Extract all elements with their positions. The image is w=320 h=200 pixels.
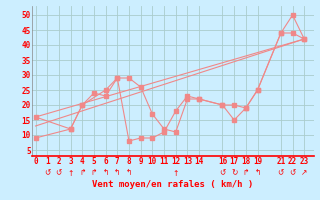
Text: ↺: ↺	[278, 168, 284, 178]
Text: ↱: ↱	[79, 168, 85, 178]
Text: ↰: ↰	[254, 168, 261, 178]
Text: ↰: ↰	[102, 168, 109, 178]
Text: ↺: ↺	[44, 168, 50, 178]
Text: ↻: ↻	[231, 168, 237, 178]
Text: ↺: ↺	[56, 168, 62, 178]
Text: ↰: ↰	[114, 168, 121, 178]
Text: ↑: ↑	[68, 168, 74, 178]
Text: ↑: ↑	[172, 168, 179, 178]
Text: ↺: ↺	[219, 168, 226, 178]
Text: ↱: ↱	[243, 168, 249, 178]
X-axis label: Vent moyen/en rafales ( km/h ): Vent moyen/en rafales ( km/h )	[92, 180, 253, 189]
Text: ↱: ↱	[91, 168, 97, 178]
Text: ↺: ↺	[289, 168, 296, 178]
Text: ↰: ↰	[126, 168, 132, 178]
Text: ↗: ↗	[301, 168, 308, 178]
